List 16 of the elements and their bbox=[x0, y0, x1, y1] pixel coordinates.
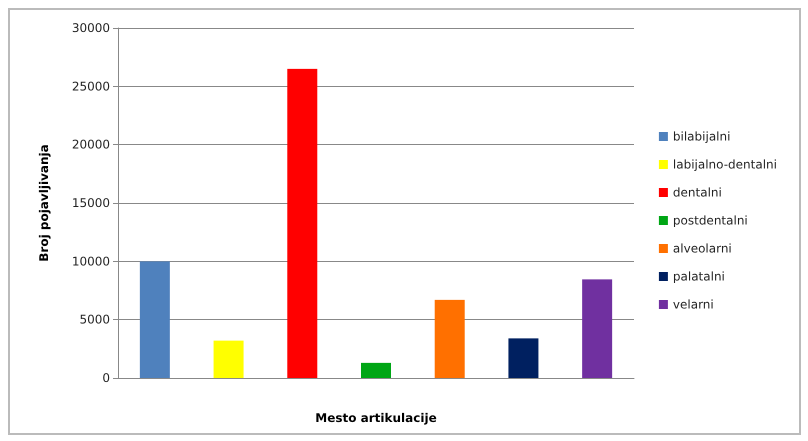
y-tick-label: 15000 bbox=[72, 196, 110, 210]
legend-label: postdentalni bbox=[672, 214, 748, 228]
legend-label: dentalni bbox=[672, 186, 722, 200]
y-axis-title: Broj pojavljivanja bbox=[37, 144, 51, 262]
legend-label: velarni bbox=[672, 298, 714, 312]
y-tick-label: 10000 bbox=[72, 254, 110, 268]
y-tick-label: 20000 bbox=[72, 138, 110, 152]
legend-label: labijalno-dentalni bbox=[672, 158, 778, 172]
y-tick-label: 30000 bbox=[72, 21, 110, 35]
y-tick-label: 25000 bbox=[72, 79, 110, 94]
legend-label: alveolarni bbox=[672, 242, 732, 256]
y-tick-label: 0 bbox=[102, 371, 110, 385]
x-axis-title: Mesto artikulacije bbox=[315, 411, 437, 425]
legend-label: bilabijalni bbox=[672, 130, 730, 144]
y-tick-label: 5000 bbox=[79, 312, 110, 327]
legend-label: palatalni bbox=[672, 270, 725, 284]
